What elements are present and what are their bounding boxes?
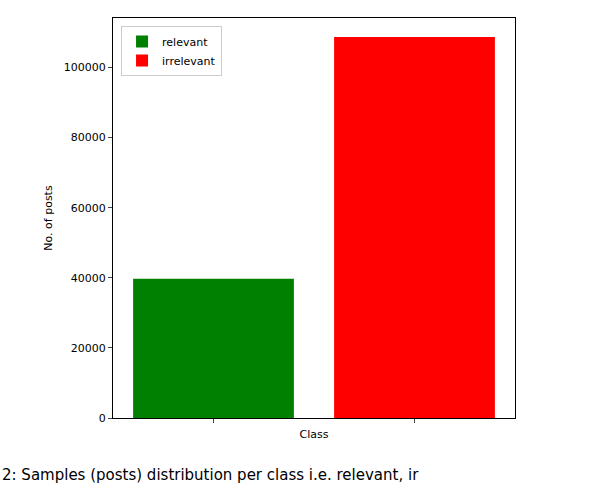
svg-text:100000: 100000: [64, 61, 106, 74]
svg-text:40000: 40000: [71, 272, 106, 285]
svg-text:relevant: relevant: [162, 36, 208, 49]
svg-text:60000: 60000: [71, 202, 106, 215]
svg-text:irrelevant: irrelevant: [162, 55, 215, 68]
svg-text:20000: 20000: [71, 342, 106, 355]
svg-text:0: 0: [99, 412, 106, 425]
svg-text:2: Samples (posts) distributio: 2: Samples (posts) distribution per clas…: [2, 466, 419, 484]
svg-text:Class: Class: [300, 428, 329, 441]
svg-text:No. of posts: No. of posts: [42, 185, 55, 251]
svg-text:80000: 80000: [71, 131, 106, 144]
